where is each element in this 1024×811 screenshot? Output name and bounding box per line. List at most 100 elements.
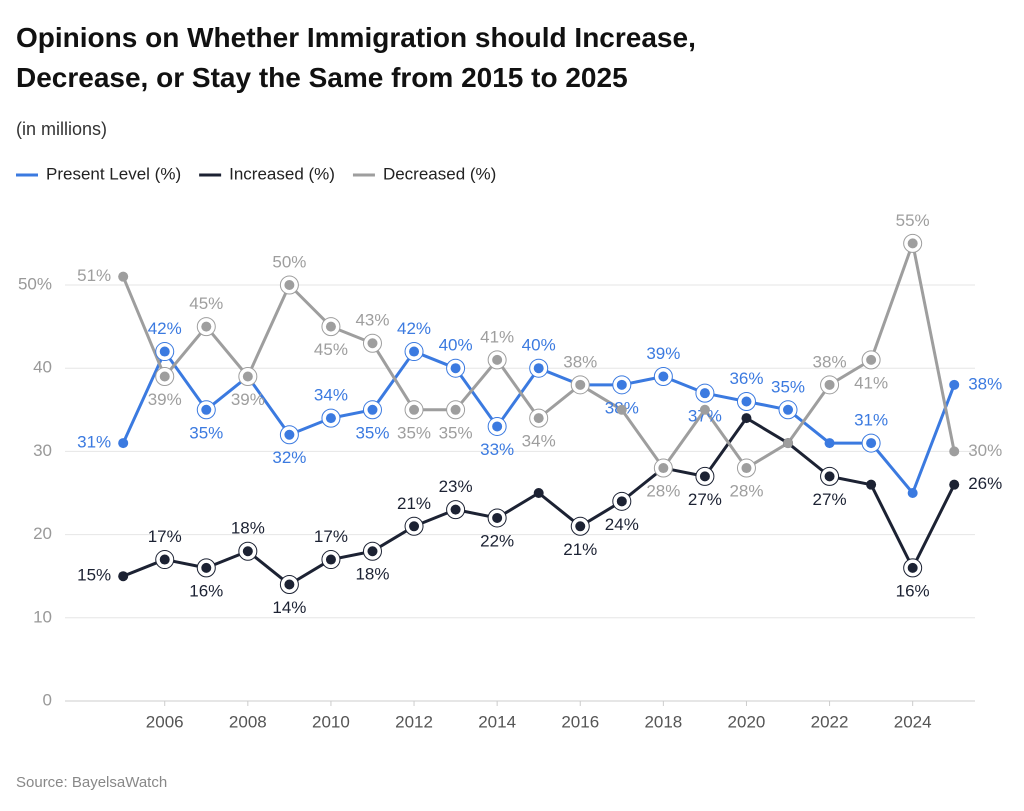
data-point — [450, 504, 461, 515]
data-point — [949, 479, 960, 490]
x-tick-label: 2006 — [146, 712, 184, 731]
data-label: 28% — [646, 482, 680, 501]
x-tick-label: 2014 — [478, 712, 516, 731]
data-point — [201, 562, 212, 573]
data-point — [575, 521, 586, 532]
data-label: 31% — [77, 433, 111, 452]
source: Source: BayelsaWatch — [16, 774, 167, 791]
data-point — [741, 413, 752, 424]
data-point — [284, 579, 295, 590]
data-point — [907, 562, 918, 573]
data-point — [616, 496, 627, 507]
data-label: 27% — [688, 490, 722, 509]
data-point — [450, 363, 461, 374]
data-label: 42% — [148, 319, 182, 338]
data-label: 23% — [439, 477, 473, 496]
data-point — [699, 388, 710, 399]
data-label: 45% — [314, 340, 348, 359]
legend-label: Increased (%) — [229, 164, 335, 183]
data-label: 41% — [480, 327, 514, 346]
data-point — [575, 379, 586, 390]
data-point — [907, 238, 918, 249]
data-point — [325, 554, 336, 565]
data-label: 36% — [729, 369, 763, 388]
data-label: 16% — [896, 581, 930, 600]
data-point — [159, 371, 170, 382]
data-label: 22% — [480, 531, 514, 550]
data-point — [284, 280, 295, 290]
data-point — [949, 379, 960, 390]
data-label: 15% — [77, 566, 111, 585]
data-label: 39% — [646, 344, 680, 363]
data-label: 42% — [397, 319, 431, 338]
data-point — [118, 271, 129, 282]
data-label: 41% — [854, 373, 888, 392]
x-tick-label: 2018 — [644, 712, 682, 731]
data-point — [284, 429, 295, 440]
data-point — [201, 321, 212, 332]
data-point — [492, 354, 503, 365]
data-label: 24% — [605, 515, 639, 534]
x-tick-label: 2020 — [728, 712, 766, 731]
legend-label: Present Level (%) — [46, 164, 181, 183]
y-tick-label: 50% — [18, 274, 52, 293]
data-label: 38% — [563, 352, 597, 371]
data-point — [201, 404, 212, 415]
chart-title: Opinions on Whether Immigration should I… — [16, 22, 696, 93]
data-point — [242, 546, 253, 557]
data-point — [866, 354, 877, 365]
data-label: 17% — [148, 527, 182, 546]
data-point — [783, 404, 794, 415]
data-label: 40% — [439, 336, 473, 355]
data-label: 38% — [968, 374, 1002, 393]
data-point — [533, 488, 544, 498]
data-label: 28% — [729, 482, 763, 501]
data-label: 40% — [522, 336, 556, 355]
x-tick-label: 2008 — [229, 712, 267, 731]
data-label: 21% — [563, 540, 597, 559]
data-point — [118, 571, 129, 582]
data-label: 35% — [189, 423, 223, 442]
data-point — [824, 471, 835, 482]
data-point — [242, 371, 253, 382]
data-point — [159, 346, 170, 357]
data-point — [409, 404, 420, 415]
data-point — [409, 521, 420, 532]
data-point — [367, 546, 378, 557]
x-tick-label: 2024 — [894, 712, 932, 731]
data-label: 35% — [771, 377, 805, 396]
data-point — [325, 321, 336, 332]
data-point — [783, 438, 794, 449]
data-label: 14% — [272, 598, 306, 617]
data-point — [409, 346, 420, 357]
data-point — [367, 338, 378, 349]
data-label: 39% — [148, 390, 182, 409]
x-tick-label: 2012 — [395, 712, 433, 731]
data-label: 17% — [314, 527, 348, 546]
data-point — [907, 488, 918, 498]
data-label: 30% — [968, 441, 1002, 460]
data-label: 43% — [355, 311, 389, 330]
y-tick-label: 10 — [33, 607, 52, 626]
data-label: 35% — [355, 423, 389, 442]
data-label: 50% — [272, 252, 306, 271]
data-point — [616, 404, 627, 415]
x-tick-label: 2010 — [312, 712, 350, 731]
data-label: 35% — [397, 423, 431, 442]
data-point — [658, 463, 669, 474]
data-label: 51% — [77, 266, 111, 285]
data-label: 34% — [522, 432, 556, 451]
data-point — [492, 421, 503, 432]
data-label: 38% — [813, 352, 847, 371]
x-tick-label: 2022 — [811, 712, 849, 731]
data-point — [492, 512, 503, 523]
data-label: 35% — [439, 423, 473, 442]
data-point — [533, 363, 544, 374]
data-point — [699, 471, 710, 482]
y-tick-label: 0 — [43, 690, 52, 709]
data-point — [949, 446, 960, 457]
data-label: 33% — [480, 440, 514, 459]
data-label: 32% — [272, 448, 306, 467]
